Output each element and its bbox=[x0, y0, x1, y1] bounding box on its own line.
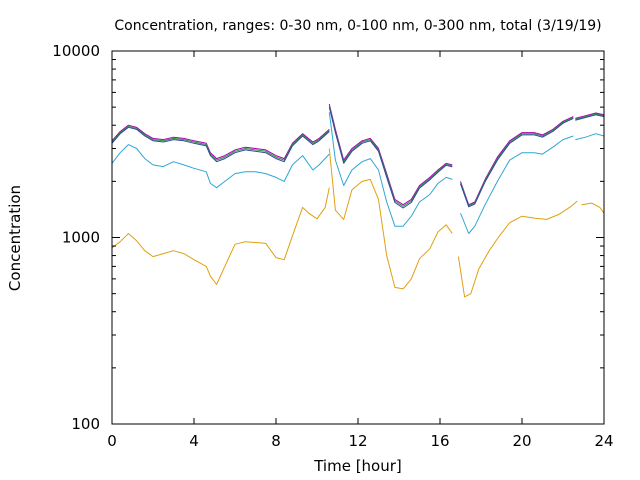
x-tick-label: 4 bbox=[189, 432, 199, 450]
x-tick-label: 0 bbox=[107, 432, 117, 450]
y-tick-label: 10000 bbox=[52, 42, 100, 60]
y-axis-label: Concentration bbox=[6, 185, 24, 291]
x-tick-label: 8 bbox=[271, 432, 281, 450]
series-line-3 bbox=[111, 106, 605, 209]
y-tick-label: 100 bbox=[71, 415, 100, 433]
x-tick-label: 12 bbox=[348, 432, 367, 450]
plot-frame bbox=[111, 50, 605, 425]
x-axis: 0 4 8 12 16 20 24 bbox=[107, 51, 614, 450]
chart-title: Concentration, ranges: 0-30 nm, 0-100 nm… bbox=[114, 18, 601, 34]
series-line-4 bbox=[111, 112, 605, 234]
x-tick-label: 24 bbox=[594, 432, 613, 450]
series-layer bbox=[111, 103, 605, 298]
x-axis-label: Time [hour] bbox=[313, 457, 402, 475]
series-line-1 bbox=[111, 103, 605, 206]
x-tick-label: 20 bbox=[512, 432, 531, 450]
x-tick-label: 16 bbox=[430, 432, 449, 450]
y-tick-label: 1000 bbox=[62, 229, 100, 247]
series-line-2 bbox=[111, 105, 605, 207]
series-line-5 bbox=[111, 148, 605, 298]
y-axis: 100 1000 10000 bbox=[52, 42, 604, 433]
